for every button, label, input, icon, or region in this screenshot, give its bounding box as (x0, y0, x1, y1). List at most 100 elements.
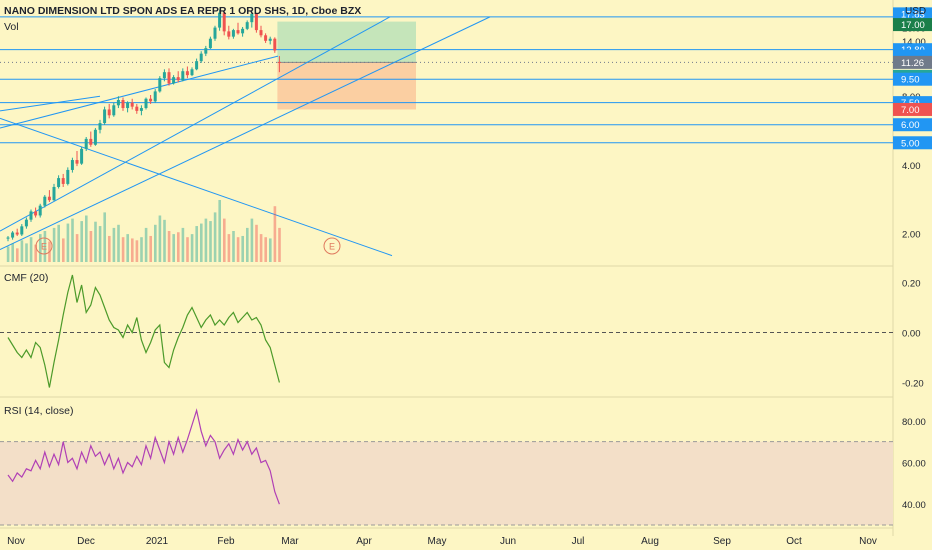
candle-body[interactable] (20, 226, 24, 235)
candle-body[interactable] (84, 138, 88, 149)
candle-body[interactable] (43, 196, 47, 206)
candle-body[interactable] (181, 71, 185, 81)
candle-body[interactable] (268, 38, 272, 41)
volume-bar (259, 234, 263, 262)
cmf-pane[interactable]: 0.20 0.00 -0.20 (0, 274, 924, 390)
earnings-marker[interactable] (323, 237, 341, 255)
candle-body[interactable] (57, 178, 61, 187)
candle-body[interactable] (139, 108, 143, 111)
price-tags: 17.8317.0012.8011.2611.269.507.507.006.0… (893, 7, 932, 150)
volume-bar (75, 234, 79, 262)
earnings-marker[interactable] (35, 237, 53, 255)
cmf-line[interactable] (7, 274, 280, 388)
candle-body[interactable] (29, 211, 33, 220)
volume-bar (227, 234, 231, 262)
trend-line[interactable] (0, 16, 491, 251)
candle-body[interactable] (126, 102, 130, 109)
price-tag-label: 17.00 (901, 20, 925, 31)
candle-body[interactable] (52, 186, 56, 201)
candle-body[interactable] (66, 169, 70, 184)
trend-line[interactable] (0, 55, 279, 129)
candle-body[interactable] (107, 109, 111, 116)
time-tick-label: Jun (500, 536, 516, 547)
candle-body[interactable] (190, 69, 194, 76)
candle-body[interactable] (70, 160, 74, 170)
rsi-line[interactable] (7, 408, 280, 505)
rsi-band (0, 441, 893, 525)
candle-body[interactable] (47, 196, 51, 201)
trend-line[interactable] (0, 95, 101, 112)
candle-body[interactable] (213, 27, 217, 39)
candle-body[interactable] (250, 13, 254, 23)
volume-bar (264, 237, 267, 262)
candle-body[interactable] (172, 77, 176, 84)
volume-bar (246, 227, 249, 262)
candle-body[interactable] (158, 78, 162, 92)
candle-body[interactable] (130, 102, 134, 107)
candle-body[interactable] (218, 12, 222, 28)
candle-body[interactable] (176, 77, 180, 81)
volume-bar (29, 237, 33, 262)
candle-body[interactable] (195, 61, 199, 70)
candle-body[interactable] (167, 72, 171, 84)
cmf-tick-label: -0.20 (902, 379, 924, 390)
trend-line[interactable] (0, 117, 393, 257)
chart-title: NANO DIMENSION LTD SPON ADS EA REPR 1 OR… (4, 5, 361, 17)
time-axis[interactable]: Nov Dec 2021 Feb Mar Apr May Jun Jul Aug Sep Oct Nov (7, 536, 877, 547)
candle-body[interactable] (153, 91, 157, 102)
candle-body[interactable] (222, 12, 226, 32)
volume-label: Vol (4, 21, 19, 33)
candle-body[interactable] (98, 123, 102, 130)
candle-body[interactable] (199, 53, 203, 62)
candle-body[interactable] (135, 106, 139, 111)
trend-line[interactable] (0, 16, 391, 232)
candle-body[interactable] (15, 232, 19, 235)
volume-bar (167, 231, 171, 262)
candle-body[interactable] (204, 48, 208, 54)
candle-body[interactable] (121, 100, 125, 109)
candle-body[interactable] (6, 237, 10, 239)
candle-body[interactable] (103, 109, 107, 124)
candle-body[interactable] (259, 30, 263, 36)
price-tag (893, 18, 932, 32)
candle-body[interactable] (208, 38, 212, 49)
price-tag (893, 72, 932, 86)
volume-bar (80, 221, 83, 262)
candle-body[interactable] (273, 38, 277, 51)
rsi-tick-label: 40.00 (902, 500, 926, 511)
candle-body[interactable] (277, 62, 281, 64)
price-tag (893, 7, 932, 21)
candle-body[interactable] (24, 219, 28, 227)
stop-loss-zone[interactable] (277, 62, 416, 110)
candle-body[interactable] (264, 35, 268, 41)
candle-body[interactable] (112, 105, 116, 116)
candle-body[interactable] (149, 98, 153, 102)
volume-bar (131, 238, 134, 262)
candle-body[interactable] (38, 205, 42, 216)
candle-body[interactable] (254, 13, 258, 31)
candle-body[interactable] (227, 31, 231, 37)
candle-body[interactable] (34, 211, 38, 216)
candle-body[interactable] (231, 30, 235, 37)
rsi-pane[interactable]: 80.00 60.00 40.00 (0, 408, 926, 526)
volume-bar (66, 223, 70, 262)
candle-body[interactable] (93, 129, 97, 145)
candle-body[interactable] (241, 28, 245, 34)
profit-target-zone[interactable] (277, 21, 416, 63)
volume-bar (250, 218, 254, 262)
candle-body[interactable] (61, 178, 65, 184)
candle-body[interactable] (80, 148, 84, 164)
candle-body[interactable] (185, 71, 189, 76)
rsi-tick-label: 80.00 (902, 417, 926, 428)
volume-bar (121, 237, 125, 262)
volume-bar (11, 243, 14, 262)
candle-body[interactable] (245, 22, 249, 29)
candle-body[interactable] (144, 98, 148, 109)
candle-body[interactable] (116, 100, 120, 106)
candle-body[interactable] (89, 138, 93, 145)
candle-body[interactable] (162, 72, 166, 79)
candle-body[interactable] (11, 232, 15, 238)
candle-body[interactable] (75, 160, 79, 164)
candle-body[interactable] (236, 30, 240, 34)
